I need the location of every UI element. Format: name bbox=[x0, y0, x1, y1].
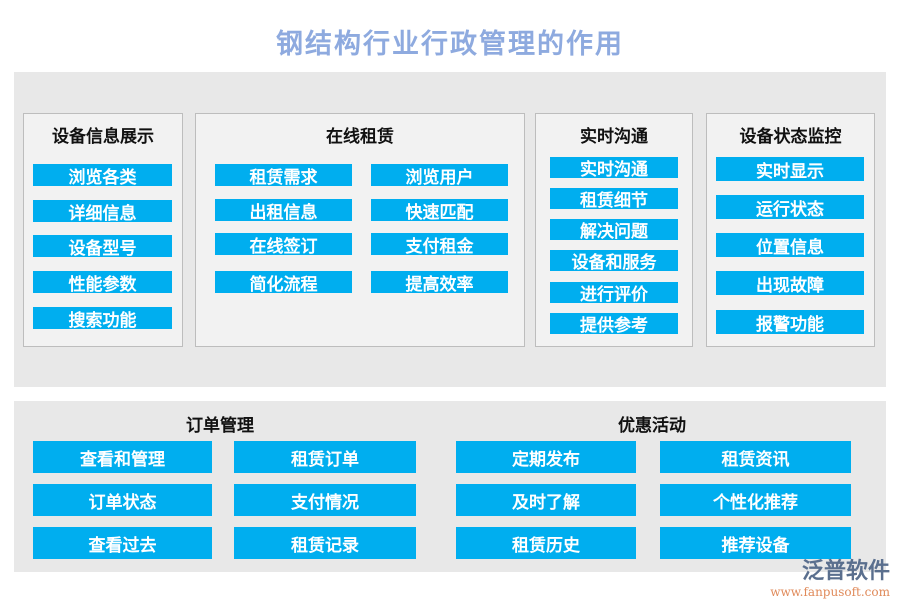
item-button[interactable]: 及时了解 bbox=[456, 484, 636, 516]
section-title: 订单管理 bbox=[186, 416, 254, 436]
section-title: 设备信息展示 bbox=[52, 127, 154, 147]
section-4 bbox=[706, 113, 875, 347]
item-button[interactable]: 在线签订 bbox=[215, 233, 352, 257]
item-button[interactable]: 实时显示 bbox=[716, 157, 864, 182]
section-title: 在线租赁 bbox=[326, 127, 394, 147]
item-button[interactable]: 实时沟通 bbox=[550, 157, 678, 180]
logo-name: 泛普软件 bbox=[801, 559, 890, 584]
page-title: 钢结构行业行政管理的作用 bbox=[276, 29, 624, 60]
item-button[interactable]: 订单状态 bbox=[33, 484, 212, 516]
item-button[interactable]: 租赁记录 bbox=[234, 527, 416, 559]
item-button[interactable]: 浏览各类 bbox=[33, 164, 172, 188]
item-button[interactable]: 支付情况 bbox=[234, 484, 416, 516]
item-button[interactable]: 位置信息 bbox=[716, 233, 864, 258]
item-button[interactable]: 性能参数 bbox=[33, 271, 172, 295]
item-button[interactable]: 解决问题 bbox=[550, 219, 678, 242]
item-button[interactable]: 运行状态 bbox=[716, 195, 864, 220]
item-button[interactable]: 简化流程 bbox=[215, 271, 352, 295]
section-title: 优惠活动 bbox=[618, 416, 686, 436]
item-button[interactable]: 设备型号 bbox=[33, 235, 172, 259]
item-button[interactable]: 租赁细节 bbox=[550, 188, 678, 211]
item-button[interactable]: 快速匹配 bbox=[371, 199, 508, 223]
item-button[interactable]: 个性化推荐 bbox=[660, 484, 851, 516]
item-button[interactable]: 出租信息 bbox=[215, 199, 352, 223]
item-button[interactable]: 租赁订单 bbox=[234, 441, 416, 473]
item-button[interactable]: 设备和服务 bbox=[550, 250, 678, 273]
item-button[interactable]: 推荐设备 bbox=[660, 527, 851, 559]
item-button[interactable]: 详细信息 bbox=[33, 200, 172, 224]
item-button[interactable]: 提高效率 bbox=[371, 271, 508, 295]
logo: 泛普软件 www.fanpusoft.com bbox=[770, 553, 890, 599]
logo-url: www.fanpusoft.com bbox=[770, 585, 890, 599]
section-2 bbox=[195, 113, 525, 347]
item-button[interactable]: 搜索功能 bbox=[33, 307, 172, 331]
item-button[interactable]: 租赁历史 bbox=[456, 527, 636, 559]
item-button[interactable]: 报警功能 bbox=[716, 310, 864, 335]
item-button[interactable]: 浏览用户 bbox=[371, 164, 508, 188]
item-button[interactable]: 定期发布 bbox=[456, 441, 636, 473]
item-button[interactable]: 租赁资讯 bbox=[660, 441, 851, 473]
item-button[interactable]: 进行评价 bbox=[550, 282, 678, 305]
item-button[interactable]: 租赁需求 bbox=[215, 164, 352, 188]
section-title: 设备状态监控 bbox=[739, 127, 842, 147]
item-button[interactable]: 出现故障 bbox=[716, 271, 864, 296]
item-button[interactable]: 查看和管理 bbox=[33, 441, 212, 473]
item-button[interactable]: 提供参考 bbox=[550, 313, 678, 336]
item-button[interactable]: 查看过去 bbox=[33, 527, 212, 559]
section-title: 实时沟通 bbox=[580, 127, 648, 147]
item-button[interactable]: 支付租金 bbox=[371, 233, 508, 257]
